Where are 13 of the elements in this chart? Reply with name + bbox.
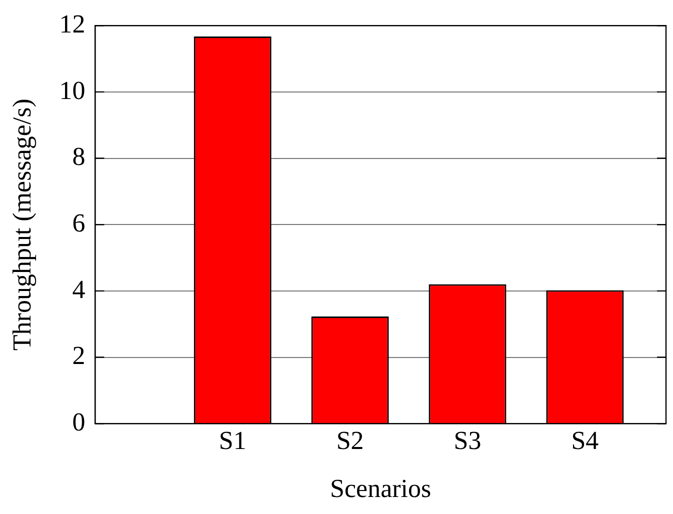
y-tick-label: 12	[59, 9, 86, 38]
x-tick-label: S1	[218, 426, 246, 456]
y-tick-label: 6	[72, 208, 86, 238]
y-tick-label: 0	[72, 407, 86, 436]
y-axis-title: Throughput (message/s)	[7, 98, 36, 351]
y-tick-label: 2	[72, 341, 86, 370]
y-tick-label: 8	[72, 142, 86, 172]
x-tick-label: S2	[336, 426, 364, 456]
x-axis-title: Scenarios	[330, 474, 432, 504]
x-tick-label: S4	[571, 426, 599, 456]
y-tick-label: 4	[72, 274, 86, 304]
x-tick-label: S3	[454, 426, 482, 456]
y-tick-label: 10	[59, 76, 86, 105]
